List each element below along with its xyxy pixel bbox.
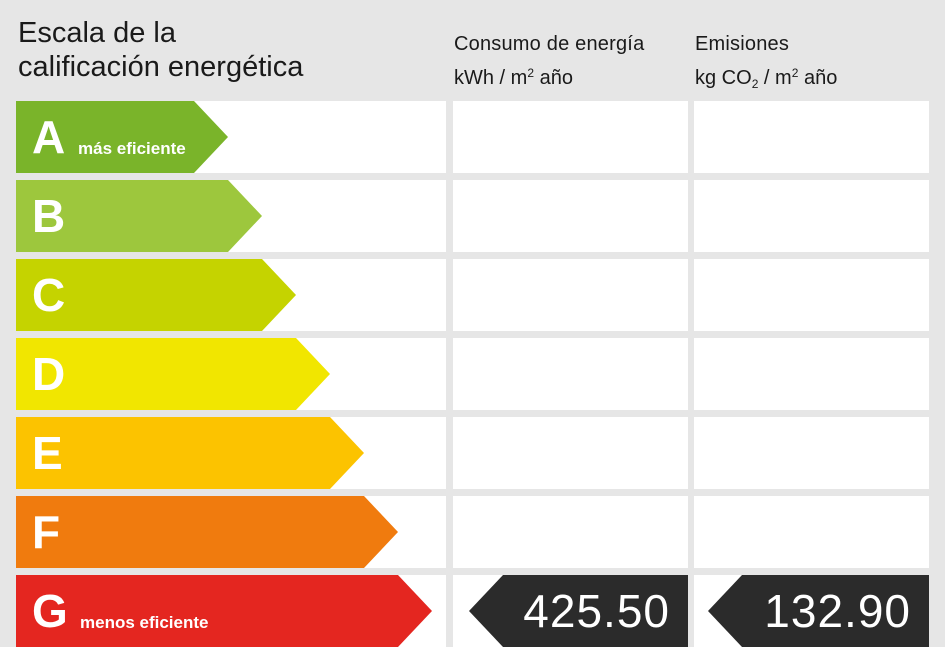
emisiones-value-tag: 132.90	[708, 575, 929, 647]
emisiones-cell	[694, 101, 929, 173]
consumo-cell	[453, 496, 688, 568]
emisiones-cell	[694, 496, 929, 568]
consumo-header: Consumo de energía kWh / m2 año	[454, 30, 644, 93]
rating-arrow-b: B	[16, 180, 262, 252]
emisiones-value: 132.90	[764, 585, 911, 637]
rating-note: menos eficiente	[80, 613, 209, 632]
rating-arrow-d: D	[16, 338, 330, 410]
emisiones-header-title: Emisiones	[695, 33, 790, 55]
rating-arrow-c: C	[16, 259, 296, 331]
consumo-value: 425.50	[523, 585, 670, 637]
rating-letter: B	[32, 190, 66, 242]
chart-title: Escala de la calificación energética	[18, 16, 303, 84]
title-line-2: calificación energética	[18, 51, 304, 83]
consumo-cell	[453, 338, 688, 410]
emisiones-header-unit: kg CO2 / m2 año	[695, 66, 838, 91]
consumo-cell	[453, 259, 688, 331]
rating-letter: F	[32, 506, 61, 558]
emisiones-header: Emisiones kg CO2 / m2 año	[695, 30, 837, 99]
rating-arrow-f: F	[16, 496, 398, 568]
emisiones-cell	[694, 338, 929, 410]
rating-letter: D	[32, 348, 66, 400]
emisiones-cell	[694, 259, 929, 331]
rating-letter: A	[32, 111, 66, 163]
consumo-cell	[453, 101, 688, 173]
emisiones-cell	[694, 180, 929, 252]
consumo-cell	[453, 180, 688, 252]
consumo-value-tag: 425.50	[469, 575, 688, 647]
rating-arrow-e: E	[16, 417, 364, 489]
consumo-cell	[453, 417, 688, 489]
rating-letter: C	[32, 269, 66, 321]
consumo-header-title: Consumo de energía	[454, 33, 645, 55]
consumo-header-unit: kWh / m2 año	[454, 66, 573, 89]
title-line-1: Escala de la	[18, 17, 176, 49]
rating-note: más eficiente	[78, 139, 186, 158]
rating-letter: E	[32, 427, 63, 479]
rating-letter: G	[32, 585, 68, 637]
emisiones-cell	[694, 417, 929, 489]
